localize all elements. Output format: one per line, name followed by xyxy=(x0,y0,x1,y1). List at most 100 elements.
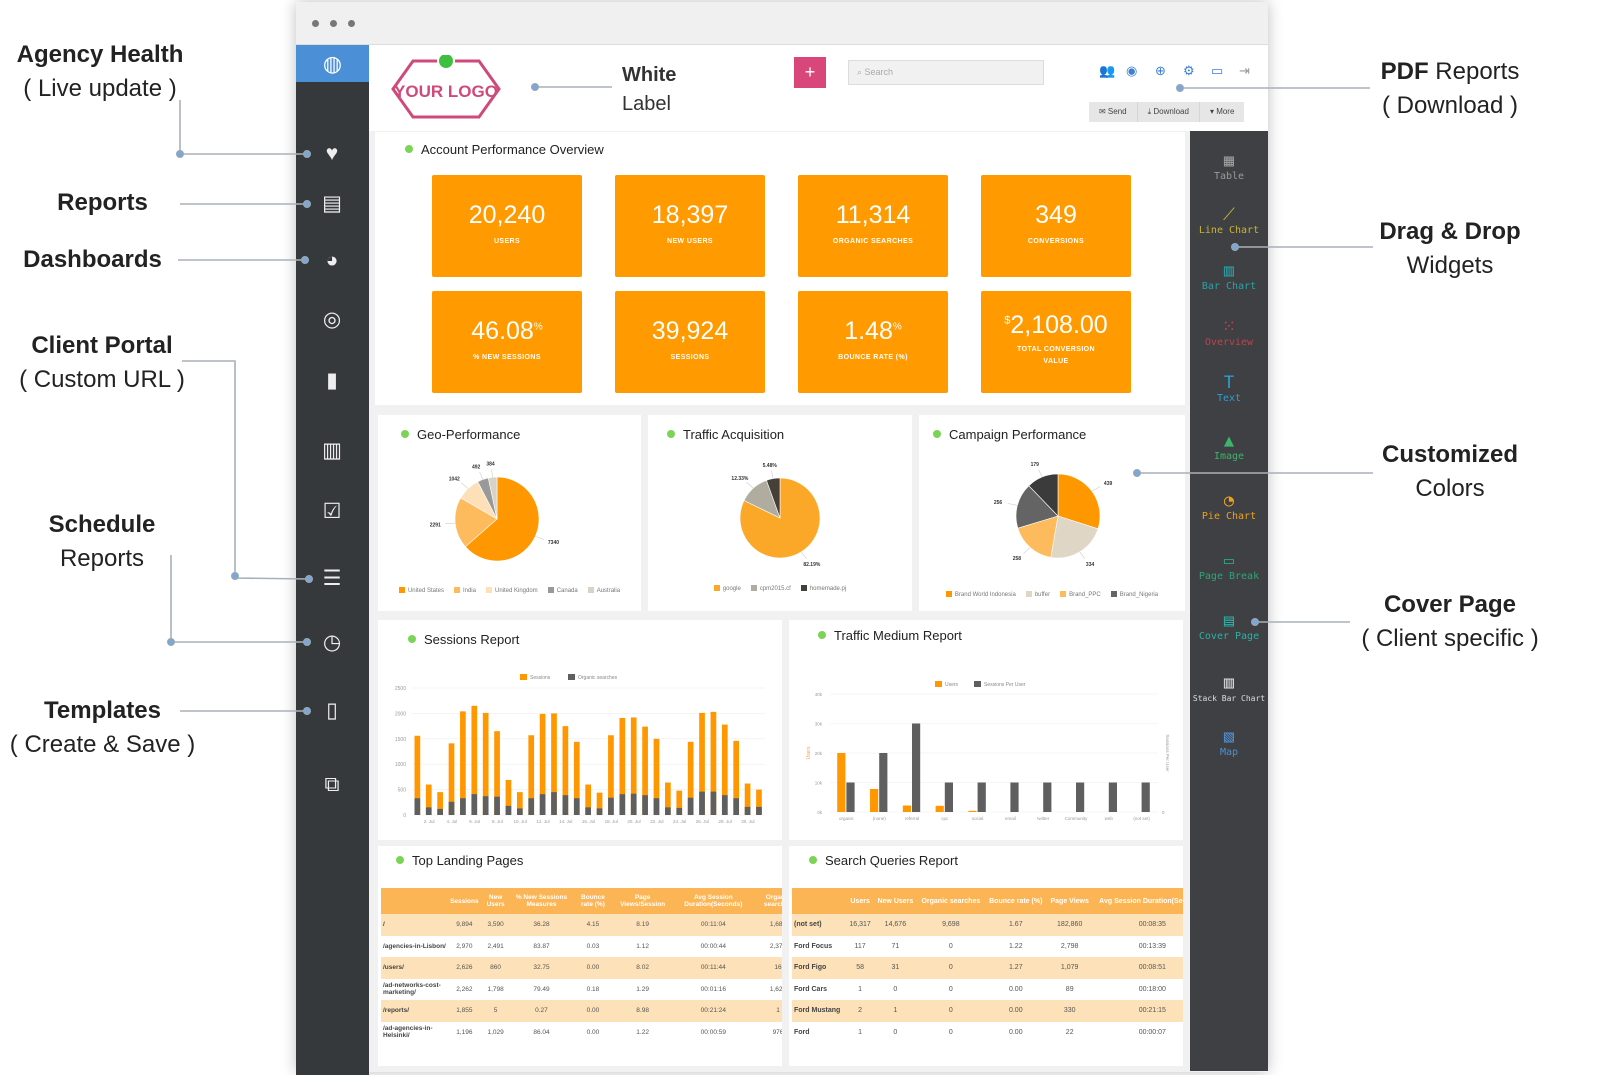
widget-label: Cover Page xyxy=(1198,631,1260,642)
legend-item[interactable]: cpm2015.cf xyxy=(750,585,791,592)
table-row[interactable]: Ford 1 0 0 0.00 22 00:00:07 xyxy=(792,1022,1183,1044)
column-header[interactable]: Avg Session Duration(Seconds) xyxy=(1092,888,1183,914)
widget-bar-chart[interactable]: ▥ Bar Chart xyxy=(1190,261,1268,293)
table-row[interactable]: (not set) 16,317 14,676 9,698 1.67 182,860 00:… xyxy=(792,914,1183,936)
column-header[interactable] xyxy=(792,888,847,914)
widget-line-chart[interactable]: ⟋ Line Chart xyxy=(1190,205,1268,237)
table-row[interactable]: /ad-networks-cost-marketing/2,262 1,798 79… xyxy=(381,979,782,1001)
table-row[interactable]: Ford Mustang 2 1 0 0.00 330 00:21:15 xyxy=(792,1000,1183,1022)
legend-item[interactable]: United Kingdom xyxy=(485,587,538,594)
users-icon[interactable]: 👥 xyxy=(1099,63,1116,78)
legend-swatch xyxy=(1110,591,1117,597)
kpi-label: TOTAL CONVERSION VALUE xyxy=(1017,346,1095,365)
column-header[interactable]: Bounce rate (%) xyxy=(572,888,614,914)
legend-label: homemade.pj xyxy=(809,585,847,592)
table-cell: 0 xyxy=(893,985,898,993)
briefcase-icon[interactable]: ▮ xyxy=(326,369,338,392)
table-cell: 1 xyxy=(858,1028,863,1036)
support-icon[interactable]: ⊕ xyxy=(1155,63,1166,78)
table-row[interactable]: /users/2,626 860 32.75 0.00 8.02 00:11:44 16 xyxy=(381,957,782,979)
annotation-sub: ( Create & Save ) xyxy=(9,731,196,758)
kpi-card[interactable]: 39,924 SESSIONS xyxy=(615,291,765,393)
window-dot[interactable] xyxy=(348,20,355,27)
table-row[interactable]: /ad-agencies-in-Helsinki/1,196 1,029 86.04… xyxy=(381,1022,782,1044)
table-row[interactable]: /agencies-in-Lisbon/2,970 2,491 83.87 0.03 1… xyxy=(381,936,782,958)
kpi-value: 46.08% xyxy=(432,317,582,346)
table-cell: 89 xyxy=(1065,985,1074,993)
kpi-card[interactable]: 20,240 USERS xyxy=(432,175,582,277)
column-header[interactable] xyxy=(381,888,449,914)
legend-item[interactable]: buffer xyxy=(1025,591,1050,598)
annotation-schedule-reports: Schedule Reports xyxy=(12,508,192,576)
heart-icon[interactable]: ♥ xyxy=(325,142,339,165)
kpi-card[interactable]: 11,314 ORGANIC SEARCHES xyxy=(798,175,948,277)
search-input[interactable]: ⌕ Search xyxy=(848,60,1044,85)
app-logo-icon[interactable]: ◍ xyxy=(296,45,369,82)
kpi-card[interactable]: 46.08% % NEW SESSIONS xyxy=(432,291,582,393)
annotation-sub: Widgets xyxy=(1406,252,1494,279)
more-button[interactable]: ▾ More xyxy=(1209,107,1235,116)
logout-icon[interactable]: ⇥ xyxy=(1239,63,1250,78)
checkbox-icon[interactable]: ☑ xyxy=(322,500,342,523)
window-dot[interactable] xyxy=(312,20,319,27)
widget-stack-bar-chart[interactable]: ▥ Stack Bar Chart xyxy=(1190,673,1268,705)
widget-table[interactable]: ▦ Table xyxy=(1190,151,1268,183)
column-header[interactable]: New Users xyxy=(873,888,917,914)
column-header[interactable]: Avg Session Duration(Seconds) xyxy=(671,888,755,914)
table-row[interactable]: Ford Focus 117 71 0 1.22 2,798 00:13:39 xyxy=(792,936,1183,958)
widget-page-break[interactable]: ▭ Page Break xyxy=(1190,551,1268,583)
legend-item[interactable]: google xyxy=(713,585,741,592)
kpi-card[interactable]: $2,108.00 TOTAL CONVERSION VALUE xyxy=(981,291,1131,393)
column-header[interactable]: Page Views/Session xyxy=(613,888,672,914)
add-button[interactable]: + xyxy=(794,57,826,88)
window-dot[interactable] xyxy=(330,20,337,27)
widget-text[interactable]: T Text xyxy=(1190,373,1268,405)
column-header[interactable]: Page Views xyxy=(1046,888,1093,914)
legend-item[interactable]: homemade.pj xyxy=(800,585,847,592)
legend-item[interactable]: Australia xyxy=(587,587,621,594)
column-header[interactable]: % New Sessions Measures xyxy=(510,888,573,914)
reports-icon[interactable]: ▤ xyxy=(322,192,342,215)
target-icon[interactable]: ◎ xyxy=(322,308,342,331)
widget-image[interactable]: ▲ Image xyxy=(1190,431,1268,463)
notebook-icon[interactable]: ▥ xyxy=(322,439,342,462)
column-header[interactable]: Organic searches xyxy=(755,888,782,914)
column-header[interactable]: Users xyxy=(846,888,874,914)
card-icon[interactable]: ▭ xyxy=(1211,63,1224,78)
legend-item[interactable]: India xyxy=(453,587,476,594)
widget-map[interactable]: ▧ Map xyxy=(1190,727,1268,759)
column-header[interactable]: Sessions xyxy=(448,888,481,914)
legend-item[interactable]: Brand_PPC xyxy=(1060,591,1101,598)
kpi-card[interactable]: 18,397 NEW USERS xyxy=(615,175,765,277)
table-cell: 9,698 xyxy=(916,914,985,936)
widget-pie-chart[interactable]: ◔ Pie Chart xyxy=(1190,491,1268,523)
legend-label: Australia xyxy=(596,587,621,594)
widget-cover-page[interactable]: ▤ Cover Page xyxy=(1190,611,1268,643)
kpi-card[interactable]: 349 CONVERSIONS xyxy=(981,175,1131,277)
annotation-dashboards: Dashboards xyxy=(5,243,180,277)
legend-item[interactable]: United States xyxy=(398,587,444,594)
column-header[interactable]: Organic searches xyxy=(916,888,985,914)
legend-item[interactable]: Brand_Nigeria xyxy=(1110,591,1158,598)
table-row[interactable]: Ford Figo 58 31 0 1.27 1,079 00:08:51 xyxy=(792,957,1183,979)
template-icon[interactable]: ▯ xyxy=(326,699,338,722)
schedule-icon[interactable]: ☰ xyxy=(322,567,342,590)
table-row[interactable]: /reports/1,855 5 0.27 0.00 8.98 00:21:24 1 xyxy=(381,1000,782,1022)
legend-item[interactable]: Canada xyxy=(547,587,578,594)
column-header[interactable]: Bounce rate (%) xyxy=(984,888,1047,914)
user-icon[interactable]: ◉ xyxy=(1126,63,1138,78)
annotation-title: Schedule xyxy=(48,511,156,538)
pie-icon[interactable]: ◕ xyxy=(325,249,339,272)
clock-icon[interactable]: ◷ xyxy=(322,631,342,654)
widget-overview[interactable]: ⁙ Overview xyxy=(1190,317,1268,349)
layers-icon[interactable]: ⧉ xyxy=(324,773,340,796)
table-row[interactable]: Ford Cars 1 0 0 0.00 89 00:18:00 xyxy=(792,979,1183,1001)
column-header[interactable]: New Users xyxy=(480,888,511,914)
send-button[interactable]: ✉ Send xyxy=(1089,102,1138,122)
legend-swatch xyxy=(1025,591,1032,597)
gear-icon[interactable]: ⚙ xyxy=(1183,63,1195,78)
kpi-card[interactable]: 1.48% BOUNCE RATE (%) xyxy=(798,291,948,393)
legend-item[interactable]: Brand World Indonesia xyxy=(945,591,1016,598)
download-button[interactable]: ⤓ Download xyxy=(1138,102,1200,122)
